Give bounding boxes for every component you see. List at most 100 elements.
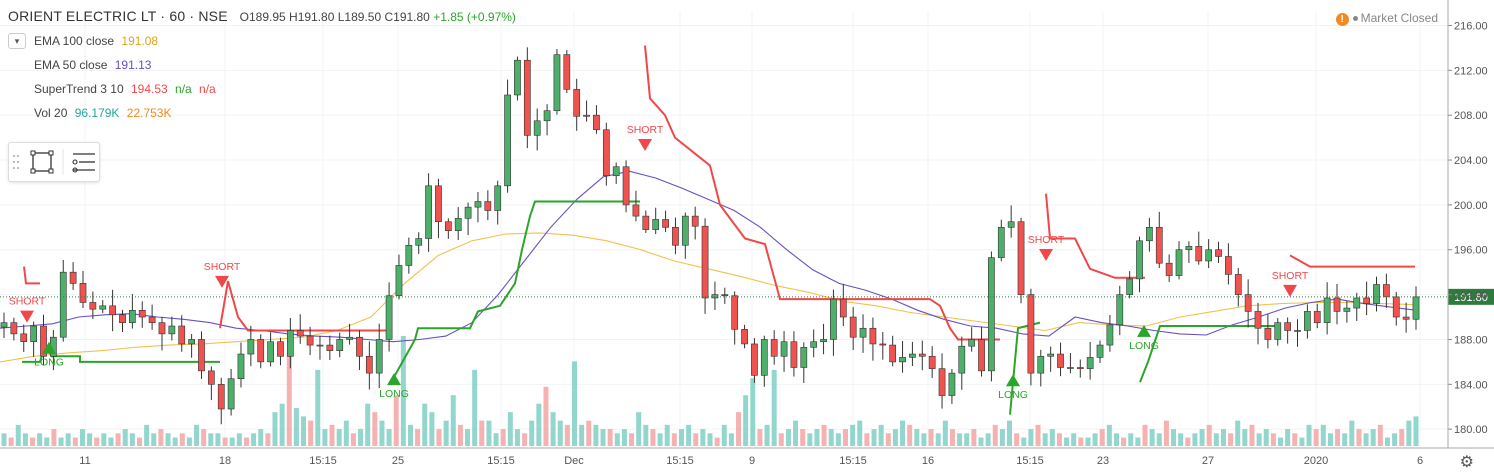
- last-price-label: 191.80: [1454, 292, 1488, 304]
- legend-ema50[interactable]: EMA 50 close 191.13: [34, 58, 151, 72]
- x-tick-label: 15:15: [839, 455, 867, 467]
- candle-body: [435, 185, 442, 223]
- candle-body: [632, 204, 640, 217]
- candle: [721, 287, 729, 304]
- legend-volume[interactable]: Vol 20 96.179K 22.753K: [34, 106, 172, 120]
- volume-bar: [236, 433, 242, 446]
- candle-body: [563, 54, 571, 90]
- volume-bar: [1228, 433, 1234, 446]
- volume-bar: [1256, 433, 1262, 446]
- legend-name: Vol 20: [34, 106, 68, 120]
- legend-collapse-button[interactable]: ▾: [8, 33, 26, 49]
- candle: [277, 337, 284, 366]
- candle-body: [1392, 296, 1400, 318]
- candle-body: [751, 343, 758, 376]
- volume-bar: [964, 433, 970, 446]
- candle-body: [20, 333, 28, 343]
- candle: [543, 104, 551, 136]
- volume-bar: [1399, 429, 1405, 446]
- volume-bar: [1113, 433, 1119, 446]
- volume-bar: [1220, 429, 1226, 446]
- volume-bar: [372, 412, 378, 446]
- y-tick-label: 204.00: [1454, 155, 1488, 167]
- gear-icon[interactable]: ⚙: [1459, 454, 1474, 471]
- candle: [780, 331, 788, 372]
- candle: [1264, 314, 1272, 349]
- candle: [800, 342, 808, 383]
- candle: [918, 340, 926, 371]
- drag-handle-icon[interactable]: [13, 155, 19, 169]
- candle-body: [1353, 297, 1361, 309]
- candle-body: [731, 295, 739, 330]
- volume-bar: [1335, 429, 1341, 446]
- volume-bar: [336, 429, 342, 446]
- supertrend-down-segment: [219, 280, 390, 332]
- candle: [859, 314, 867, 353]
- short-signal: SHORT: [1272, 270, 1309, 297]
- candle: [642, 210, 650, 233]
- candle: [99, 300, 107, 314]
- symbol-title[interactable]: ORIENT ELECTRIC LT · 60 · NSE: [8, 8, 228, 24]
- candle-body: [1165, 262, 1173, 276]
- candle: [217, 377, 225, 425]
- legend-supertrend[interactable]: SuperTrend 3 10 194.53 n/a n/a: [34, 82, 216, 96]
- candle-body: [652, 219, 660, 230]
- candle: [1284, 317, 1291, 344]
- candle: [958, 336, 966, 390]
- candle-body: [583, 114, 590, 117]
- candle: [928, 346, 936, 378]
- candle-body: [1136, 240, 1143, 280]
- volume-bar: [1377, 424, 1383, 446]
- x-tick-label: 15:15: [487, 455, 515, 467]
- candle: [1383, 273, 1390, 308]
- candle-body: [1323, 297, 1331, 323]
- candle-body: [1304, 311, 1311, 331]
- volume-bar: [1042, 433, 1048, 446]
- market-status[interactable]: ! Market Closed: [1335, 11, 1438, 26]
- candle: [1116, 285, 1124, 336]
- y-tick-label: 184.00: [1454, 379, 1488, 391]
- volume-bar: [165, 433, 171, 446]
- volume-bar: [1320, 424, 1326, 446]
- candle: [138, 301, 146, 328]
- candle-body: [938, 368, 946, 396]
- candle: [1234, 267, 1242, 307]
- volume-bar: [579, 424, 585, 446]
- volume-bar: [885, 433, 891, 446]
- candle: [1225, 243, 1232, 285]
- volume-bar: [79, 429, 85, 446]
- candle: [129, 294, 136, 329]
- candle: [711, 281, 719, 310]
- volume-bar: [322, 429, 328, 446]
- candle-body: [810, 341, 818, 348]
- legend-value: 191.13: [114, 58, 152, 72]
- volume-bar: [1292, 433, 1298, 446]
- candle-body: [1076, 367, 1084, 369]
- legend-ema100[interactable]: EMA 100 close 191.08: [34, 34, 158, 48]
- candle-body: [1215, 249, 1222, 257]
- rectangle-tool-icon[interactable]: [30, 150, 54, 174]
- volume-bar: [1342, 433, 1348, 446]
- volume-bar: [529, 420, 535, 446]
- candle-body: [523, 59, 531, 136]
- volume-bar: [728, 433, 734, 446]
- candle-body: [1067, 367, 1074, 369]
- candle-body: [681, 215, 689, 246]
- candle: [168, 316, 176, 341]
- candle: [247, 325, 255, 367]
- lines-settings-icon[interactable]: [72, 153, 95, 173]
- volume-bar: [785, 429, 791, 446]
- volume-bar: [293, 407, 299, 446]
- candle-body: [543, 110, 551, 122]
- candle-body: [800, 347, 808, 368]
- volume-bar: [714, 437, 720, 446]
- candle-body: [1284, 322, 1291, 331]
- candle-body: [642, 215, 650, 230]
- candle: [415, 232, 423, 254]
- volume-bar: [122, 429, 128, 446]
- volume-bar: [258, 429, 264, 446]
- volume-bar: [1349, 420, 1355, 446]
- candle: [948, 369, 956, 404]
